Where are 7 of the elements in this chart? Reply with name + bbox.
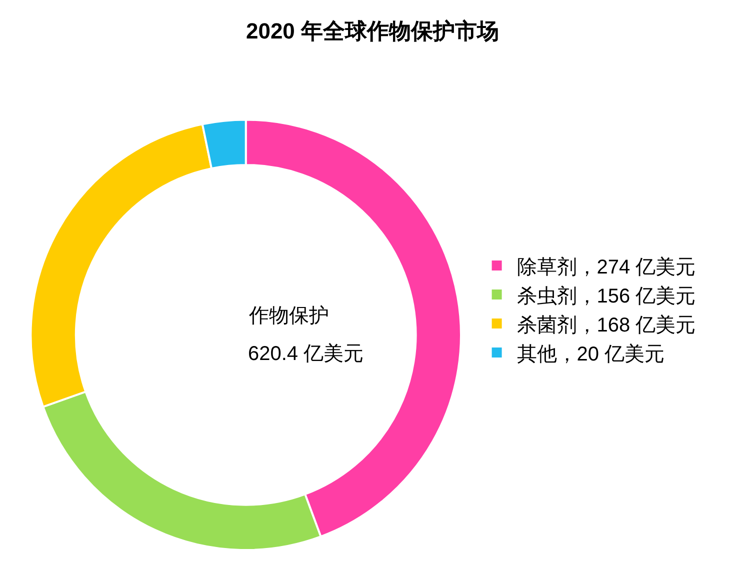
text: 620.4 亿美元 bbox=[248, 342, 364, 365]
legend-label: 其他，20 亿美元 bbox=[516, 342, 665, 366]
legend-label: 杀虫剂，156 亿美元 bbox=[516, 284, 696, 308]
chart-title: 2020 年全球作物保护市场 bbox=[246, 18, 500, 44]
text: 作物保护 bbox=[248, 305, 329, 327]
legend-label: 杀菌剂，168 亿美元 bbox=[516, 313, 696, 336]
legend-label: 除草剂，274 亿美元 bbox=[516, 255, 696, 278]
